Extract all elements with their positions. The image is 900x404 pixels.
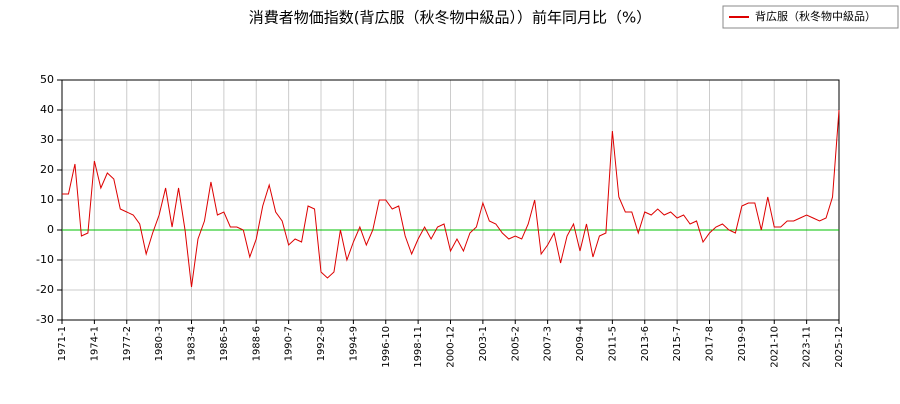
x-tick-label: 2003-1: [478, 326, 489, 361]
x-tick-label: 1988-6: [251, 326, 262, 361]
x-tick-label: 1986-5: [219, 326, 230, 361]
x-tick-label: 1996-10: [381, 326, 392, 368]
x-tick-label: 1998-11: [413, 326, 424, 368]
y-tick-label: 10: [40, 193, 54, 206]
x-tick-label: 1992-8: [316, 326, 327, 361]
x-tick-label: 2019-9: [737, 326, 748, 361]
legend-label: 背広服（秋冬物中級品）: [755, 9, 876, 23]
x-tick-label: 2025-12: [834, 326, 845, 368]
plot-frame: [61, 79, 840, 321]
x-tick-label: 2005-2: [510, 326, 521, 361]
y-tick-label: -30: [36, 313, 54, 326]
y-tick-label: 0: [47, 223, 54, 236]
x-tick-label: 1971-1: [57, 326, 68, 361]
x-tick-label: 2021-10: [769, 326, 780, 368]
x-tick-label: 2009-4: [575, 326, 586, 361]
x-tick-label: 2011-5: [607, 326, 618, 361]
chart-title: 消費者物価指数(背広服（秋冬物中級品））前年同月比（%）: [249, 9, 652, 27]
y-tick-label: 20: [40, 163, 54, 176]
y-tick-label: 30: [40, 133, 54, 146]
x-tick-label: 2000-12: [446, 326, 457, 368]
x-tick-label: 1990-7: [284, 326, 295, 361]
y-tick-label: -20: [36, 283, 54, 296]
x-tick-label: 2013-6: [640, 326, 651, 361]
x-tick-label: 1983-4: [187, 326, 198, 361]
x-tick-label: 2007-3: [543, 326, 554, 361]
series-line: [62, 109, 840, 288]
x-tick-label: 1974-1: [89, 326, 100, 361]
x-tick-label: 1994-9: [348, 326, 359, 361]
x-tick-label: 1977-2: [122, 326, 133, 361]
y-tick-label: 50: [40, 73, 54, 86]
x-tick-label: 2017-8: [705, 326, 716, 361]
x-tick-label: 1980-3: [154, 326, 165, 361]
x-tick-label: 2015-7: [672, 326, 683, 361]
y-tick-label: -10: [36, 253, 54, 266]
x-tick-label: 2023-11: [802, 326, 813, 368]
y-tick-label: 40: [40, 103, 54, 116]
legend-box: [722, 5, 899, 29]
